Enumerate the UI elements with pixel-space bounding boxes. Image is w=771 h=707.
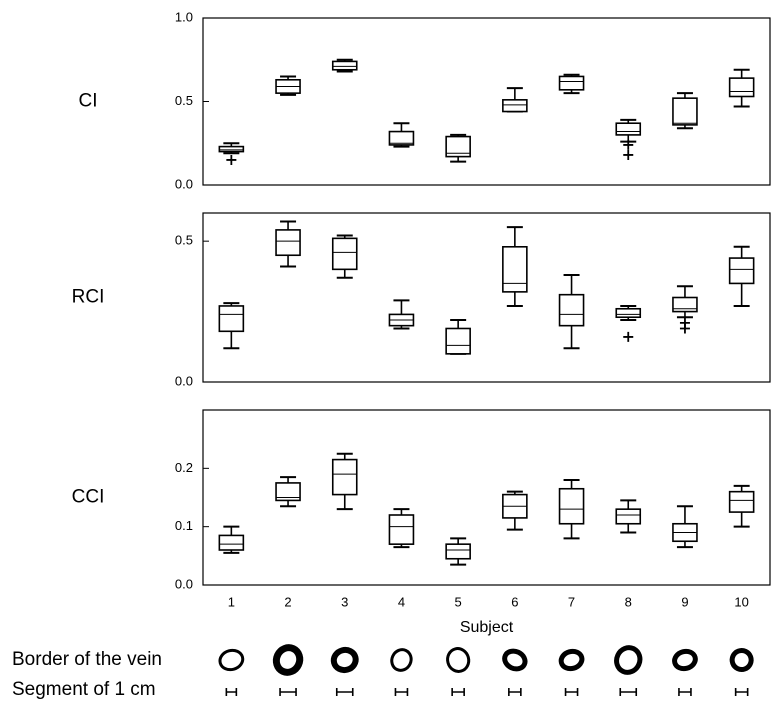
vein-outline <box>272 644 304 676</box>
footer-row-label: Segment of 1 cm <box>12 679 156 700</box>
box <box>218 305 245 333</box>
x-tick-label: 6 <box>511 594 518 609</box>
vein-outline <box>729 648 754 672</box>
box <box>728 490 755 513</box>
outlier <box>623 331 634 342</box>
outlier <box>623 139 634 150</box>
box <box>388 130 415 146</box>
box <box>445 327 471 355</box>
y-tick-label: 0.0 <box>175 176 193 191</box>
y-tick-label: 0.0 <box>175 576 193 591</box>
x-tick-label: 5 <box>455 594 462 609</box>
outlier <box>679 323 690 334</box>
y-tick-label: 0.2 <box>175 460 193 475</box>
scale-segment <box>678 688 692 696</box>
box <box>558 487 585 525</box>
scale-segment <box>451 688 465 696</box>
box <box>445 135 471 158</box>
box <box>558 75 585 91</box>
box <box>331 60 358 71</box>
box <box>558 293 585 327</box>
vein-outline <box>558 648 585 672</box>
x-tick-label: 8 <box>625 594 632 609</box>
vein-outline <box>218 648 245 672</box>
plot-frame <box>202 409 771 586</box>
y-tick-label: 0.0 <box>175 373 193 388</box>
scale-segment <box>394 688 409 696</box>
box <box>615 508 642 525</box>
scale-segment <box>225 688 238 696</box>
box <box>502 246 528 293</box>
x-tick-label: 7 <box>568 594 575 609</box>
plot-frame <box>202 212 771 383</box>
box <box>728 77 755 98</box>
box <box>275 229 301 257</box>
x-axis-label: Subject <box>460 619 514 636</box>
vein-outline <box>502 648 528 672</box>
vein-outline <box>446 647 471 673</box>
vein-outline <box>614 645 643 675</box>
outlier <box>623 149 634 160</box>
scale-segment <box>279 688 297 696</box>
box <box>331 458 358 496</box>
box <box>331 237 358 271</box>
box <box>615 122 642 136</box>
y-tick-label: 0.1 <box>175 518 193 533</box>
box <box>275 482 301 502</box>
box <box>728 257 755 285</box>
scale-segment <box>619 688 638 696</box>
box <box>502 99 528 113</box>
outlier <box>226 154 237 165</box>
scale-segment <box>734 688 749 696</box>
box <box>615 307 642 319</box>
x-tick-label: 4 <box>398 594 405 609</box>
x-tick-label: 1 <box>228 594 235 609</box>
box <box>672 97 698 126</box>
x-tick-label: 9 <box>681 594 688 609</box>
box <box>218 145 245 153</box>
box <box>672 296 698 313</box>
box <box>388 514 415 545</box>
box <box>218 534 245 551</box>
x-tick-label: 10 <box>734 594 748 609</box>
x-tick-label: 3 <box>341 594 348 609</box>
footer-row-label: Border of the vein <box>12 649 162 670</box>
vein-outline <box>330 646 359 674</box>
scale-segment <box>335 688 354 696</box>
y-axis-label: CCI <box>72 487 105 508</box>
y-tick-label: 0.5 <box>175 233 193 248</box>
y-axis-label: RCI <box>72 287 105 308</box>
y-tick-label: 1.0 <box>175 9 193 24</box>
box <box>445 543 471 560</box>
vein-outline <box>672 648 698 672</box>
y-tick-label: 0.5 <box>175 93 193 108</box>
y-axis-label: CI <box>79 91 98 112</box>
x-tick-label: 2 <box>284 594 291 609</box>
scale-segment <box>564 688 579 696</box>
vein-outline <box>390 648 413 672</box>
scale-segment <box>508 688 522 696</box>
